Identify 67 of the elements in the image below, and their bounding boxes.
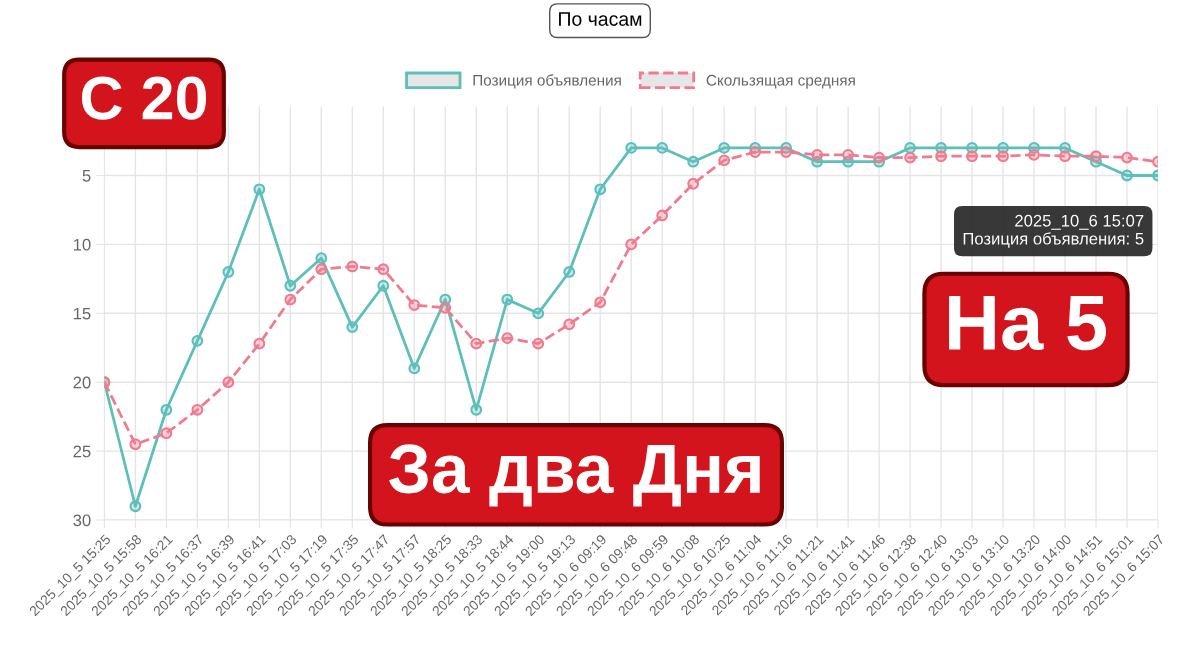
- point: [346, 321, 359, 333]
- point: [1090, 150, 1102, 163]
- point: [222, 266, 235, 278]
- point: [563, 318, 576, 331]
- point: [687, 177, 700, 190]
- point: [501, 332, 514, 345]
- point: [780, 146, 793, 158]
- point: [253, 337, 266, 350]
- point: [191, 334, 204, 347]
- point: [160, 427, 173, 440]
- y-tick-label: 15: [73, 307, 91, 320]
- annotation: 2025_10_6 15:07 Позиция объявления: 5: [963, 214, 1144, 248]
- point: [935, 150, 947, 163]
- legend-label: Скользящая средняя: [706, 74, 855, 89]
- point: [222, 376, 235, 389]
- point: [594, 296, 607, 309]
- point: [749, 146, 762, 158]
- text: По часам: [559, 12, 642, 26]
- y-tick-label: 25: [73, 445, 91, 458]
- point: [594, 183, 607, 196]
- point: [1121, 169, 1133, 182]
- point: [966, 150, 978, 163]
- point: [284, 293, 297, 306]
- point: [408, 299, 421, 311]
- point: [811, 148, 824, 161]
- point: [904, 151, 916, 164]
- point: [501, 293, 514, 306]
- point: [997, 150, 1009, 163]
- point: [470, 337, 483, 350]
- point: [1059, 150, 1071, 163]
- annotation: С 20: [81, 76, 207, 120]
- point: [377, 279, 390, 292]
- point: [904, 142, 916, 154]
- y-tick-label: 30: [73, 514, 91, 527]
- point: [532, 307, 545, 320]
- point: [625, 142, 638, 154]
- point: [625, 238, 638, 251]
- point: [470, 403, 483, 416]
- point: [1028, 148, 1040, 161]
- point: [1121, 151, 1133, 164]
- annotation: На 5: [949, 296, 1106, 351]
- point: [253, 183, 266, 196]
- point: [346, 260, 359, 273]
- point: [532, 337, 545, 350]
- legend-label: Позиция объявления: [473, 74, 621, 89]
- point: [656, 142, 669, 154]
- point: [439, 301, 452, 314]
- annotation: За два Дня: [389, 444, 760, 507]
- point: [563, 266, 576, 278]
- point: [718, 142, 731, 154]
- point: [687, 155, 700, 168]
- y-tick-label: 20: [73, 376, 91, 389]
- point: [718, 154, 731, 167]
- y-tick-label: 5: [82, 170, 91, 182]
- point: [377, 263, 390, 276]
- point: [129, 500, 142, 513]
- point: [315, 252, 328, 265]
- point: [315, 263, 328, 276]
- point: [284, 279, 297, 292]
- point: [656, 209, 669, 222]
- point: [129, 438, 142, 451]
- y-tick-label: 10: [73, 238, 91, 251]
- point: [873, 151, 886, 164]
- point: [191, 403, 204, 416]
- point: [842, 148, 855, 161]
- point: [160, 403, 173, 416]
- point: [408, 362, 421, 375]
